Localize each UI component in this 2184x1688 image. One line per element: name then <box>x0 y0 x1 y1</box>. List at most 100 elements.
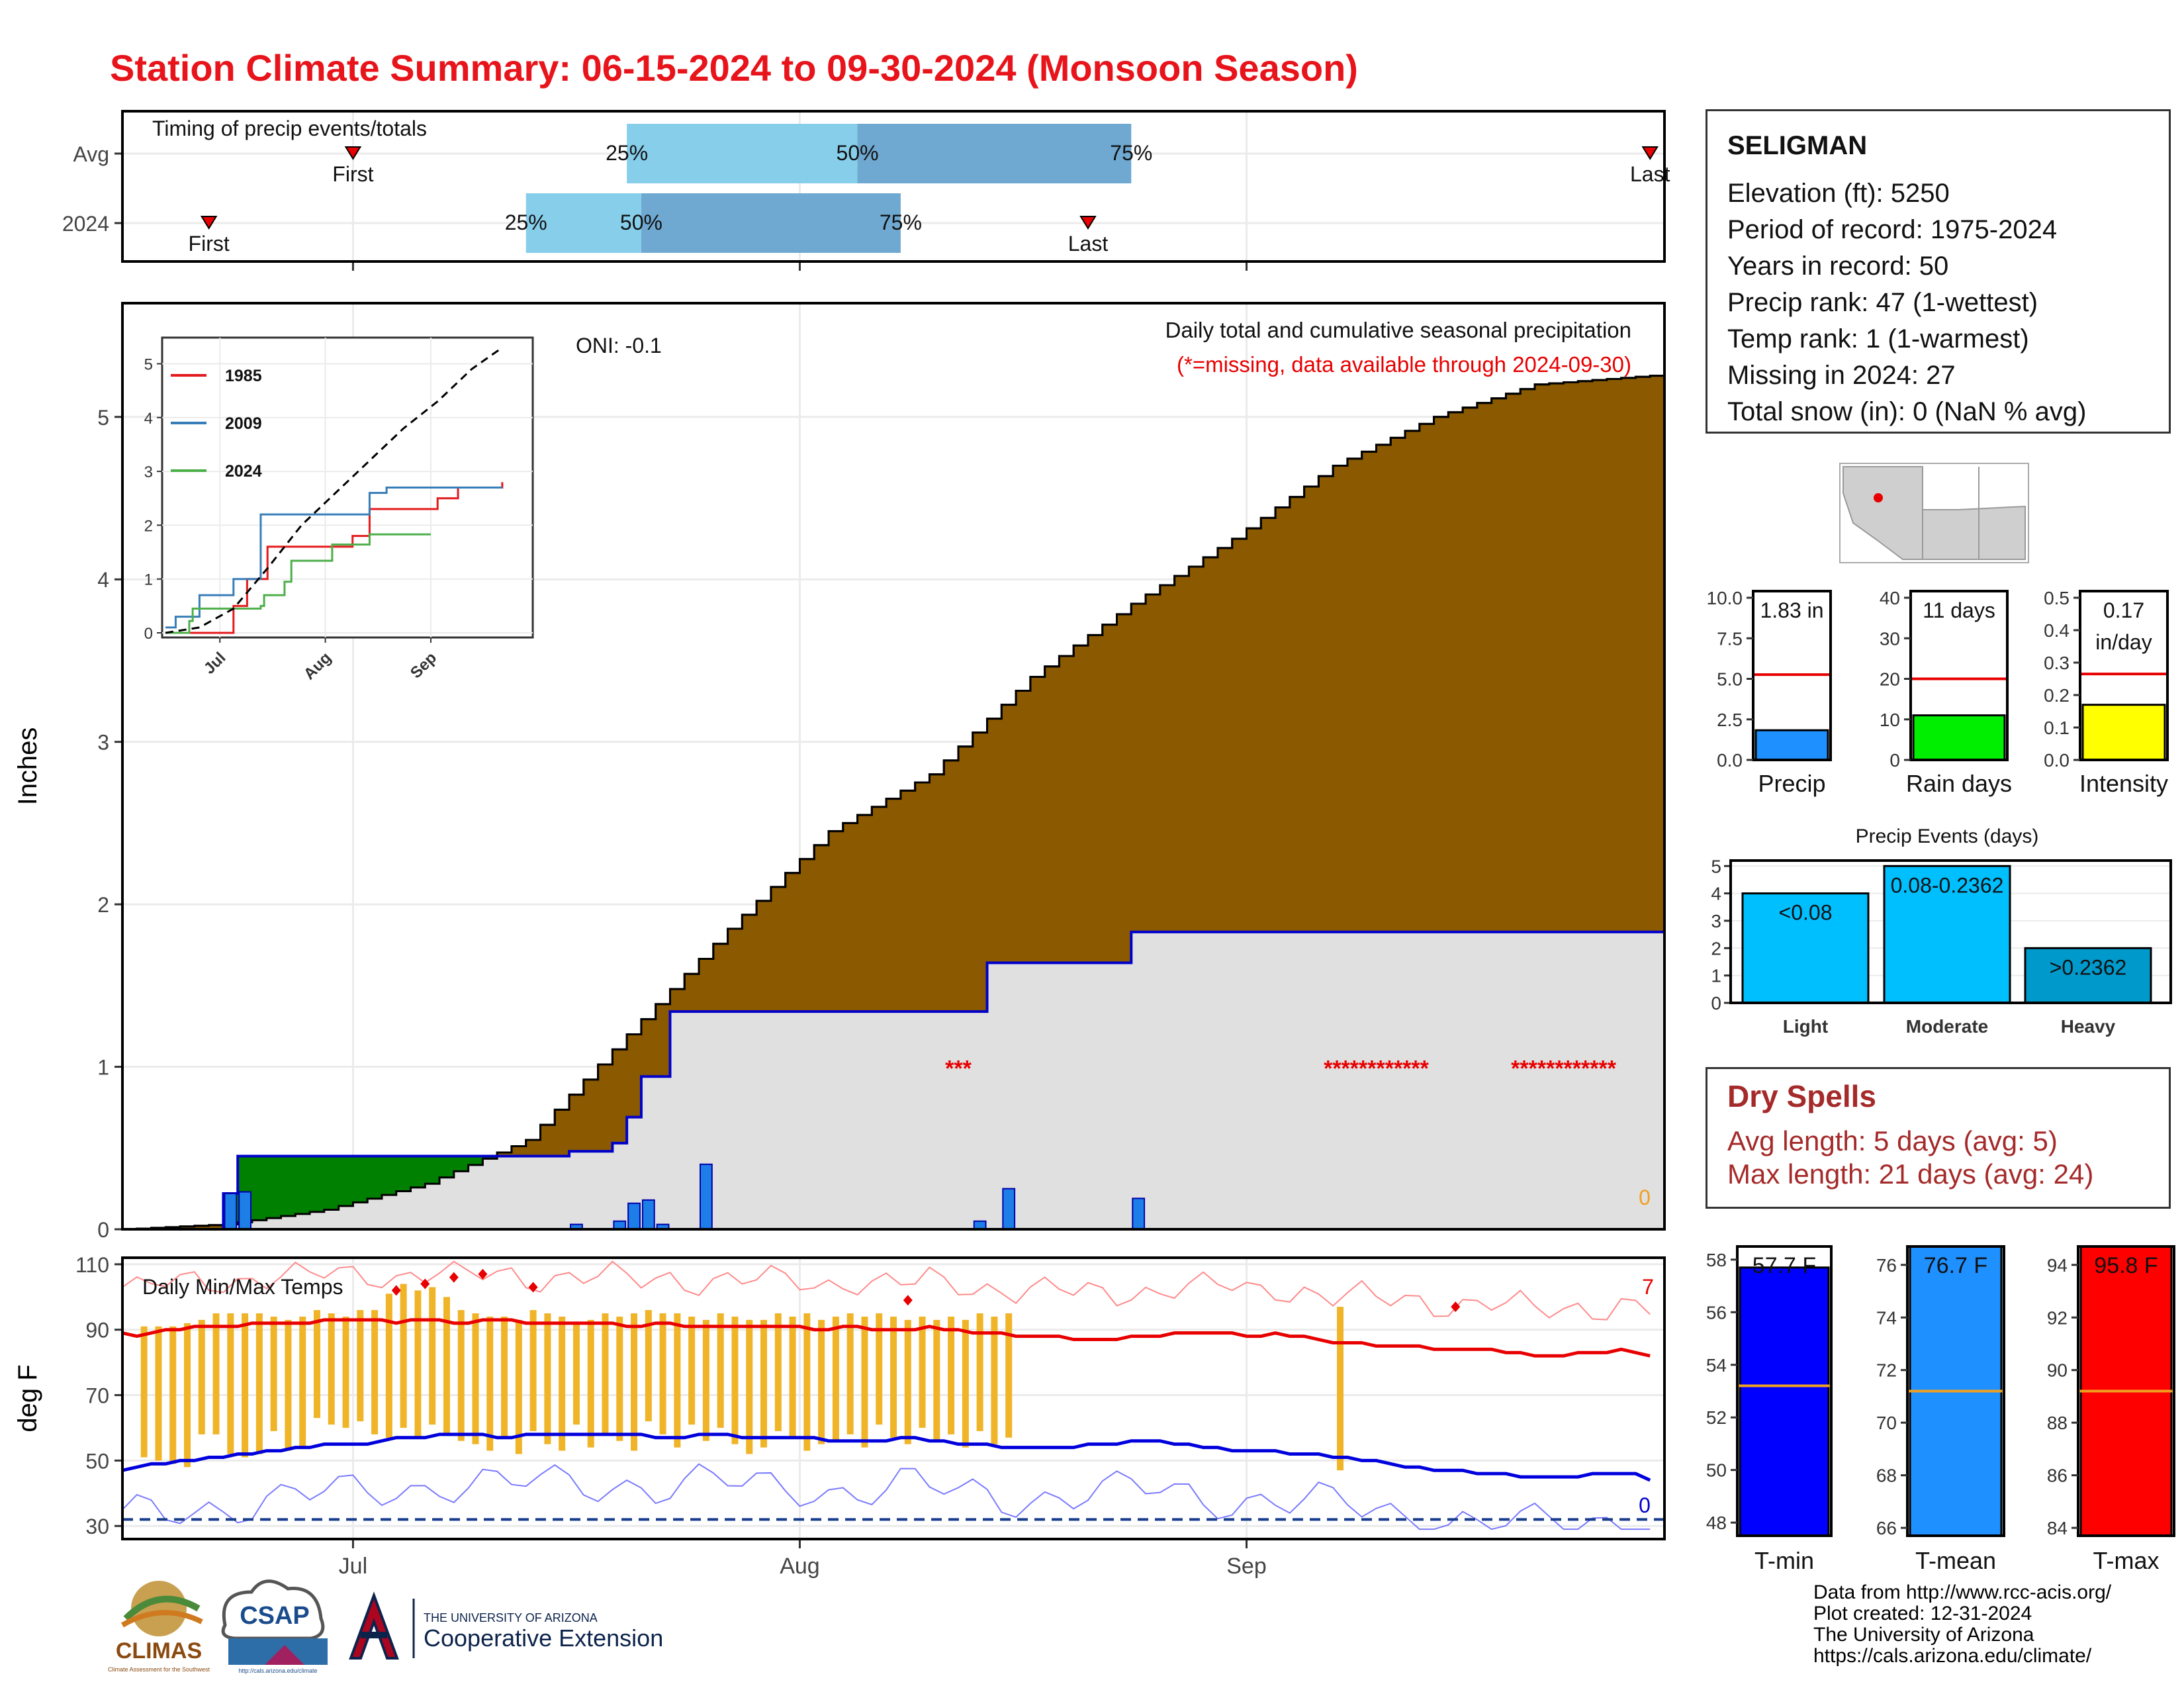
daily-temp-bar <box>991 1316 998 1444</box>
events-category-heavy: Heavy <box>2061 1016 2116 1037</box>
station-temp-rank: Temp rank: 1 (1-warmest) <box>1727 324 2029 353</box>
t-max-ytick-label: 84 <box>2047 1518 2068 1538</box>
timing-avg-first-label: First <box>332 162 373 186</box>
daily-temp-bar <box>717 1313 724 1428</box>
temp-record-high-count: 7 <box>1642 1275 1654 1299</box>
ua-extension: Cooperative Extension <box>424 1624 663 1652</box>
timing-avg-q50-label: 50% <box>837 141 879 165</box>
daily-temp-bar <box>183 1323 191 1468</box>
t-mean-ytick-label: 68 <box>1876 1466 1897 1486</box>
t-min-ytick-label: 54 <box>1706 1355 1727 1376</box>
precip-subtitle: Daily total and cumulative seasonal prec… <box>1165 318 1631 342</box>
t-mean-axis-label: T-mean <box>1915 1547 1996 1574</box>
temp-record-low-count: 0 <box>1639 1493 1651 1517</box>
surplus-area-day <box>353 1156 368 1203</box>
daily-precip-bar <box>641 1199 655 1230</box>
daily-temp-bar <box>616 1316 623 1441</box>
daily-temp-bar <box>919 1316 926 1428</box>
daily-temp-bar <box>242 1313 249 1458</box>
inset-legend-label-2024: 2024 <box>225 462 262 481</box>
surplus-area-day <box>410 1156 426 1188</box>
station-precip-rank: Precip rank: 47 (1-wettest) <box>1727 288 2038 317</box>
daily-precip-bar <box>1002 1188 1016 1231</box>
events-ytick-label: 2 <box>1711 938 1721 959</box>
timing-avg-q25-q50-bar <box>627 124 858 183</box>
daily-precip-bar <box>700 1163 713 1231</box>
surplus-area-day <box>396 1156 412 1192</box>
daily-temp-bar <box>371 1310 379 1434</box>
timing-2024-first-marker <box>200 216 218 230</box>
surplus-area-day <box>324 1156 340 1210</box>
events-ytick-label: 4 <box>1711 884 1721 904</box>
precip-axis-label: Precip <box>1758 770 1825 797</box>
daily-temp-bar <box>688 1316 696 1425</box>
events-bar-moderate <box>1883 865 2011 1004</box>
record-temp-marker <box>391 1285 401 1296</box>
rain-days-value-bar <box>1912 714 2006 761</box>
precip-ytick-label: 1 <box>97 1056 109 1080</box>
daily-precip-bar <box>627 1202 641 1231</box>
daily-temp-bar <box>285 1319 292 1451</box>
daily-temp-bar <box>486 1316 494 1451</box>
inset-line-2009 <box>165 487 502 629</box>
daily-temp-bar <box>659 1313 666 1434</box>
precip-ylabel: Inches <box>13 727 42 806</box>
oni-label: ONI: -0.1 <box>576 334 662 357</box>
surplus-area-day <box>281 1156 296 1217</box>
timing-2024-q25-label: 25% <box>505 211 547 234</box>
daily-temp-bar <box>587 1319 594 1448</box>
daily-temp-bar <box>631 1313 638 1451</box>
surplus-area-day <box>367 1156 383 1199</box>
events-bar-label-moderate: 0.08-0.2362 <box>1891 873 2004 897</box>
t-mean-summary-frame <box>1906 1245 2005 1537</box>
t-mean-ytick-label: 72 <box>1876 1360 1897 1381</box>
station-years: Years in record: 50 <box>1727 252 1949 281</box>
t-max-summary-frame <box>2077 1245 2175 1537</box>
csap-logo-text: CSAP <box>240 1602 310 1630</box>
daily-temp-bar <box>140 1326 148 1458</box>
daily-temp-bar <box>702 1319 709 1441</box>
events-ytick-label: 0 <box>1711 993 1721 1013</box>
daily-temp-bar <box>818 1319 825 1444</box>
daily-temp-bar <box>414 1290 422 1438</box>
daily-temp-bar <box>313 1310 320 1419</box>
precip-value-label: 1.83 in <box>1760 598 1823 622</box>
daily-temp-bar <box>962 1319 969 1448</box>
temp-ylabel: deg F <box>13 1364 42 1432</box>
record-temp-marker <box>903 1295 913 1306</box>
intensity-ytick-label: 0.0 <box>2044 750 2070 771</box>
daily-temp-bar <box>515 1319 522 1454</box>
precip-ytick-label: 10.0 <box>1707 588 1743 608</box>
temp-panel-frame <box>121 1256 1666 1540</box>
inset-line-avg <box>165 346 503 634</box>
t-max-ytick-label: 94 <box>2047 1255 2068 1276</box>
daily-precip-bar <box>224 1193 238 1231</box>
precip-ytick-label: 5.0 <box>1717 669 1743 690</box>
dry-spells-panel: Dry Spells Avg length: 5 days (avg: 5) M… <box>1706 1067 2171 1209</box>
precip-ytick-label: 5 <box>97 406 109 430</box>
events-category-moderate: Moderate <box>1906 1016 1988 1037</box>
surplus-area-day <box>310 1156 325 1212</box>
t-max-axis-label: T-max <box>2093 1547 2159 1574</box>
daily-temp-bar <box>674 1313 681 1448</box>
daily-temp-bar <box>385 1293 392 1438</box>
t-max-ytick-label: 86 <box>2047 1466 2068 1486</box>
surplus-area-day <box>338 1156 353 1206</box>
timing-avg-q75-label: 75% <box>1110 141 1152 165</box>
inset-ytick-label: 1 <box>144 571 153 589</box>
timing-2024-q50-label: 50% <box>620 211 662 234</box>
daily-temp-bar <box>501 1316 508 1438</box>
rain-days-ytick-label: 0 <box>1889 750 1900 771</box>
daily-temp-bar <box>299 1316 306 1448</box>
precip-ytick-label: 2 <box>97 893 109 917</box>
t-min-summary-frame <box>1736 1245 1833 1537</box>
station-snow: Total snow (in): 0 (NaN % avg) <box>1727 397 2087 426</box>
missing-marker-sep-a: ************ <box>1324 1056 1430 1082</box>
timing-2024-first-label: First <box>189 232 230 256</box>
temp-ytick-label: 30 <box>85 1515 109 1538</box>
daily-temp-bar <box>861 1316 868 1448</box>
daily-temp-bar <box>457 1310 465 1441</box>
temp-panel-label: Daily Min/Max Temps <box>142 1275 343 1299</box>
t-mean-value-label: 76.7 F <box>1924 1253 1987 1278</box>
timing-avg-q25-label: 25% <box>606 141 648 165</box>
